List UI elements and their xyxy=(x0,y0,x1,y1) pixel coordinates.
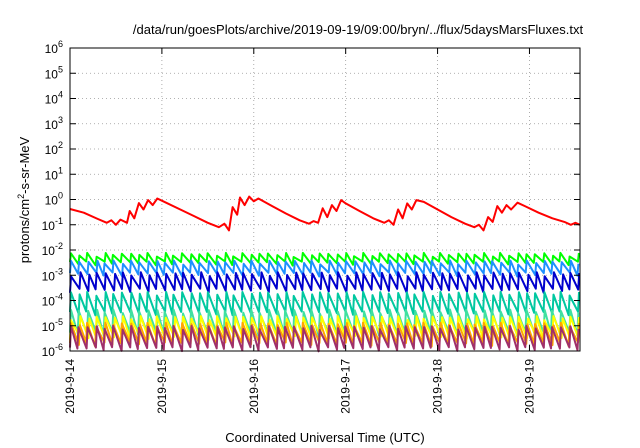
series-group xyxy=(69,195,581,353)
x-tick-label: 2019-9-15 xyxy=(155,359,169,414)
y-tick-label: 101 xyxy=(45,165,63,182)
x-tick-label: 2019-9-16 xyxy=(247,359,261,414)
x-axis-title: Coordinated Universal Time (UTC) xyxy=(225,430,424,445)
x-tick-label: 2019-9-19 xyxy=(522,359,536,414)
y-tick-label: 10-5 xyxy=(42,317,63,334)
y-tick-label: 105 xyxy=(45,64,63,81)
y-axis-title-text: protons/cm2-s-sr-MeV xyxy=(16,136,32,263)
series-line xyxy=(69,195,581,232)
x-tick-label: 2019-9-17 xyxy=(339,359,353,414)
series-line xyxy=(69,271,581,294)
series-line xyxy=(69,259,580,278)
series-line xyxy=(69,324,580,353)
y-tick-label: 10-2 xyxy=(42,241,63,258)
x-tick-label: 2019-9-18 xyxy=(431,359,445,414)
y-tick-label: 104 xyxy=(45,90,63,107)
y-tick-label: 10-3 xyxy=(42,266,63,283)
chart-title: /data/run/goesPlots/archive/2019-09-19/0… xyxy=(133,22,584,37)
series-line xyxy=(69,251,580,267)
y-axis-title: protons/cm2-s-sr-MeV xyxy=(16,136,32,263)
y-tick-label: 10-1 xyxy=(42,216,63,233)
series-line xyxy=(69,290,580,317)
y-tick-label: 103 xyxy=(45,115,63,132)
ticks: 10-6 10-5 10-4 10-3 10-2 10-1 100 101 102 103 104 1… xyxy=(42,39,580,414)
x-tick-label: 2019-9-14 xyxy=(63,359,77,414)
y-tick-label: 100 xyxy=(45,191,63,208)
y-tick-label: 10-6 xyxy=(42,342,63,359)
series-line xyxy=(69,315,580,341)
y-tick-label: 106 xyxy=(45,39,63,56)
y-tick-label: 102 xyxy=(45,140,63,157)
y-tick-label: 10-4 xyxy=(42,292,63,309)
